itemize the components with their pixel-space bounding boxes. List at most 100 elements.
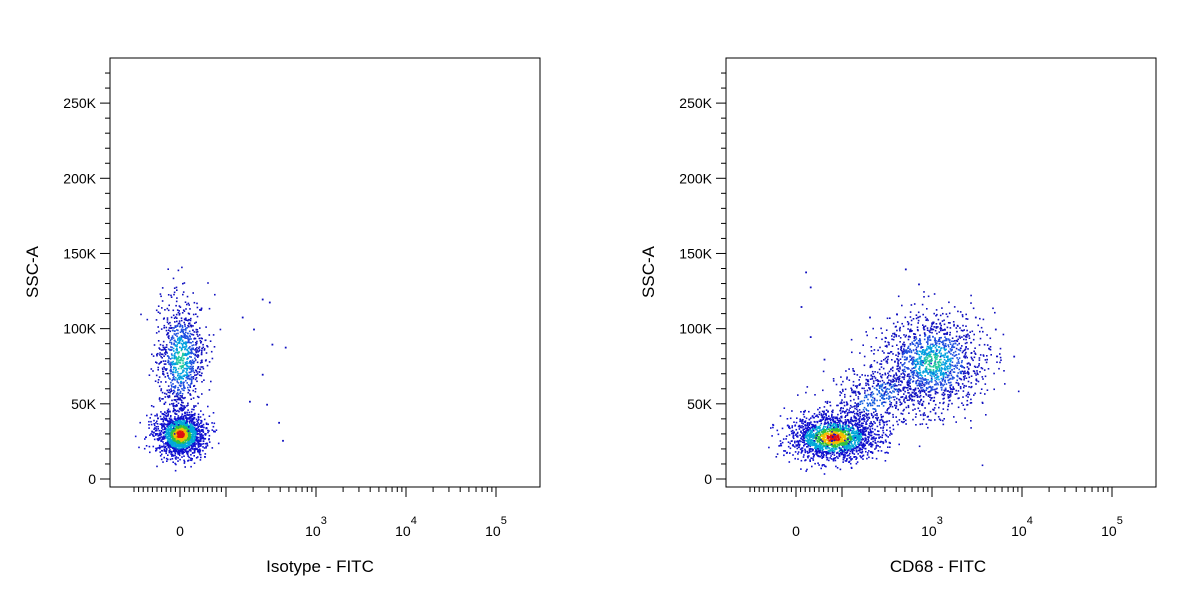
event-dot (179, 325, 182, 327)
event-dot (200, 353, 203, 355)
event-dot (200, 410, 202, 412)
event-dot (851, 432, 853, 435)
event-dot (191, 352, 194, 354)
event-dot (192, 413, 195, 416)
event-dot (193, 408, 195, 411)
event-dot (173, 438, 175, 441)
event-dot (168, 327, 171, 329)
event-dot (829, 435, 832, 438)
event-dot (181, 415, 183, 417)
event-dot (829, 401, 831, 403)
event-dot (213, 430, 215, 432)
event-dot (845, 433, 847, 436)
event-dot (821, 415, 824, 417)
event-dot (806, 440, 809, 442)
event-dot (872, 440, 874, 443)
event-dot (941, 329, 944, 332)
event-dot (158, 385, 161, 388)
event-dot (168, 335, 170, 337)
event-dot (812, 457, 814, 460)
event-dot (811, 428, 814, 430)
event-dot (831, 429, 834, 431)
event-dot (176, 442, 179, 445)
event-dot (921, 384, 923, 386)
event-dot (881, 402, 883, 404)
event-dot (837, 438, 840, 440)
event-dot (191, 425, 193, 428)
event-dot (190, 381, 193, 383)
event-dot (163, 363, 166, 365)
event-dot (865, 408, 867, 410)
event-dot (155, 361, 157, 363)
event-dot (176, 435, 179, 438)
event-dot (199, 362, 202, 364)
event-dot (863, 440, 866, 442)
event-dot (195, 448, 197, 451)
event-dot (892, 424, 894, 427)
event-dot (845, 430, 847, 433)
event-dot (177, 389, 179, 392)
event-dot (821, 450, 824, 452)
event-dot (822, 418, 825, 421)
event-dot (842, 461, 844, 463)
event-dot (163, 348, 166, 350)
event-dot (999, 353, 1001, 355)
event-dot (152, 370, 154, 372)
event-dot (834, 430, 837, 432)
event-dot (175, 395, 177, 397)
event-dot (795, 444, 797, 446)
event-dot (819, 447, 822, 449)
event-dot (853, 436, 855, 438)
event-dot (155, 447, 158, 450)
event-dot (180, 358, 183, 360)
event-dot (160, 436, 163, 438)
event-dot (860, 422, 863, 425)
event-dot (165, 349, 167, 351)
event-dot (164, 434, 167, 437)
event-dot (166, 389, 168, 392)
event-dot (183, 370, 185, 372)
event-dot (798, 443, 801, 446)
event-dot (826, 442, 829, 444)
event-dot (852, 420, 854, 422)
event-dot (162, 420, 164, 423)
event-dot (175, 458, 177, 460)
event-dot (165, 457, 168, 460)
event-dot (200, 366, 202, 368)
event-dot (173, 389, 175, 392)
event-dot (848, 432, 851, 435)
event-dot (193, 405, 195, 407)
event-dot (866, 440, 868, 443)
event-dot (823, 433, 826, 436)
event-dot (821, 431, 823, 433)
event-dot (158, 437, 160, 439)
event-dot (210, 350, 213, 353)
event-dot (836, 429, 839, 432)
event-dot (875, 379, 877, 382)
event-dot (870, 451, 872, 453)
event-dot (185, 331, 187, 334)
event-dot (183, 386, 186, 389)
event-dot (202, 434, 204, 437)
event-dot (813, 420, 816, 423)
event-dot (831, 414, 833, 417)
event-dot (179, 416, 182, 419)
event-dot (185, 424, 187, 427)
event-dot (876, 384, 879, 387)
event-dot (188, 427, 191, 429)
event-dot (860, 442, 863, 444)
event-dot (804, 459, 806, 462)
event-dot (173, 357, 175, 360)
event-dot (907, 373, 909, 376)
event-dot (832, 409, 834, 412)
event-dot (815, 435, 817, 438)
event-dot (189, 442, 191, 444)
event-dot (198, 448, 201, 451)
event-dot (808, 434, 811, 436)
event-dot (186, 303, 188, 306)
event-dot (815, 437, 817, 439)
event-dot (780, 443, 782, 445)
event-dot (190, 465, 192, 468)
event-dot (177, 424, 180, 426)
event-dot (794, 424, 797, 426)
